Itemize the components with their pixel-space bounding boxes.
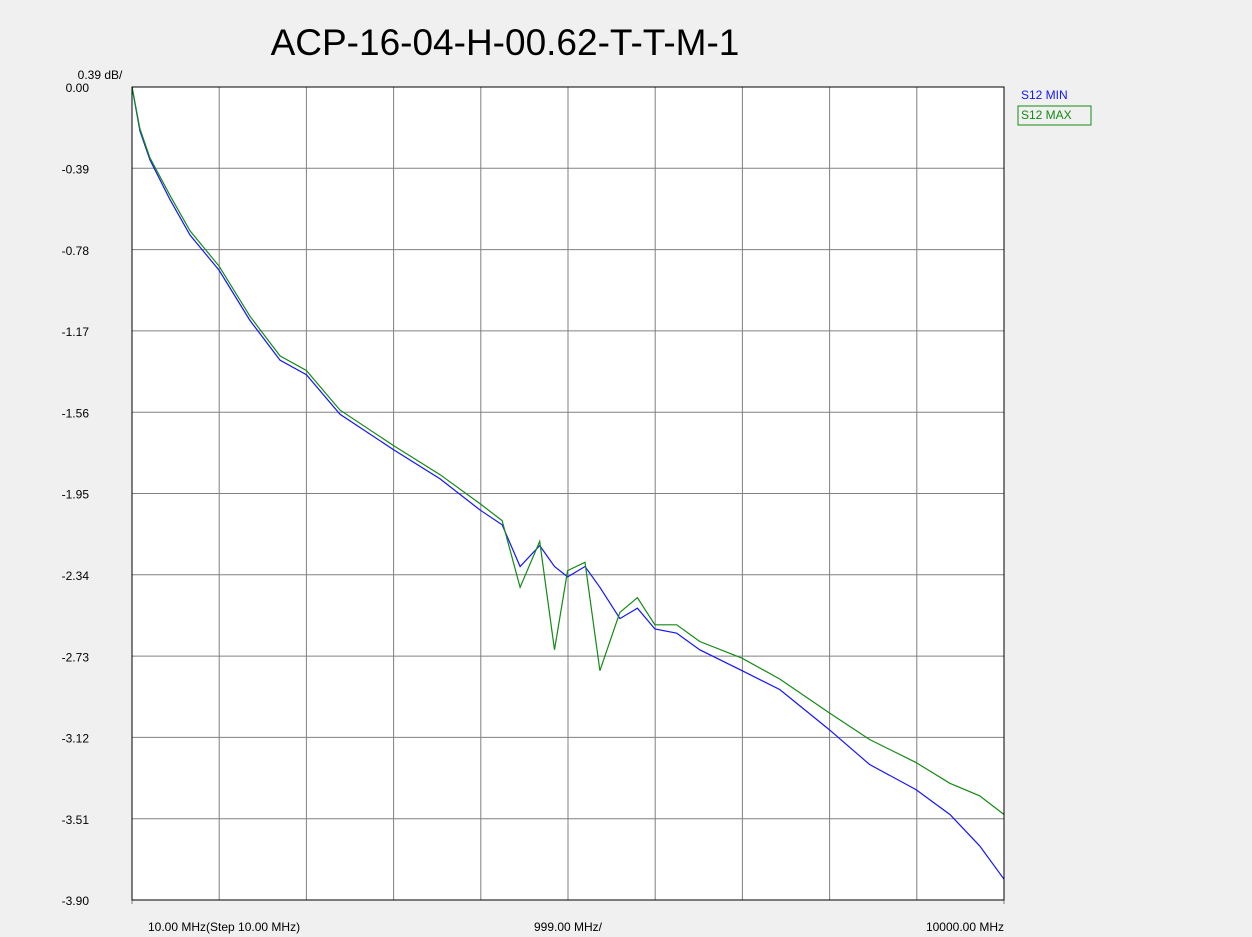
x-tick-label: 10000.00 MHz bbox=[926, 920, 1004, 934]
chart-title: ACP-16-04-H-00.62-T-T-M-1 bbox=[271, 22, 740, 63]
series-line bbox=[131, 86, 1005, 815]
y-tick-label: -3.12 bbox=[62, 732, 90, 746]
y-tick-label: -3.90 bbox=[62, 894, 90, 908]
y-tick-label: 0.00 bbox=[66, 81, 90, 95]
y-scale-label: 0.39 dB/ bbox=[78, 68, 123, 82]
legend-label: S12 MAX bbox=[1021, 108, 1072, 122]
y-tick-label: -1.56 bbox=[62, 406, 90, 420]
legend-label: S12 MIN bbox=[1021, 88, 1068, 102]
y-tick-label: -1.17 bbox=[62, 325, 90, 339]
x-div-label: 999.00 MHz/ bbox=[534, 920, 603, 934]
y-tick-label: -3.51 bbox=[62, 813, 90, 827]
legend-box bbox=[1017, 105, 1092, 126]
series-line bbox=[131, 86, 1005, 880]
y-tick-label: -1.95 bbox=[62, 488, 90, 502]
x-tick-label: 10.00 MHz(Step 10.00 MHz) bbox=[148, 920, 300, 934]
y-tick-label: -0.78 bbox=[62, 244, 90, 258]
plot-border bbox=[131, 86, 1005, 901]
y-tick-label: -0.39 bbox=[62, 162, 90, 176]
y-tick-label: -2.34 bbox=[62, 569, 90, 583]
y-tick-label: -2.73 bbox=[62, 650, 90, 664]
